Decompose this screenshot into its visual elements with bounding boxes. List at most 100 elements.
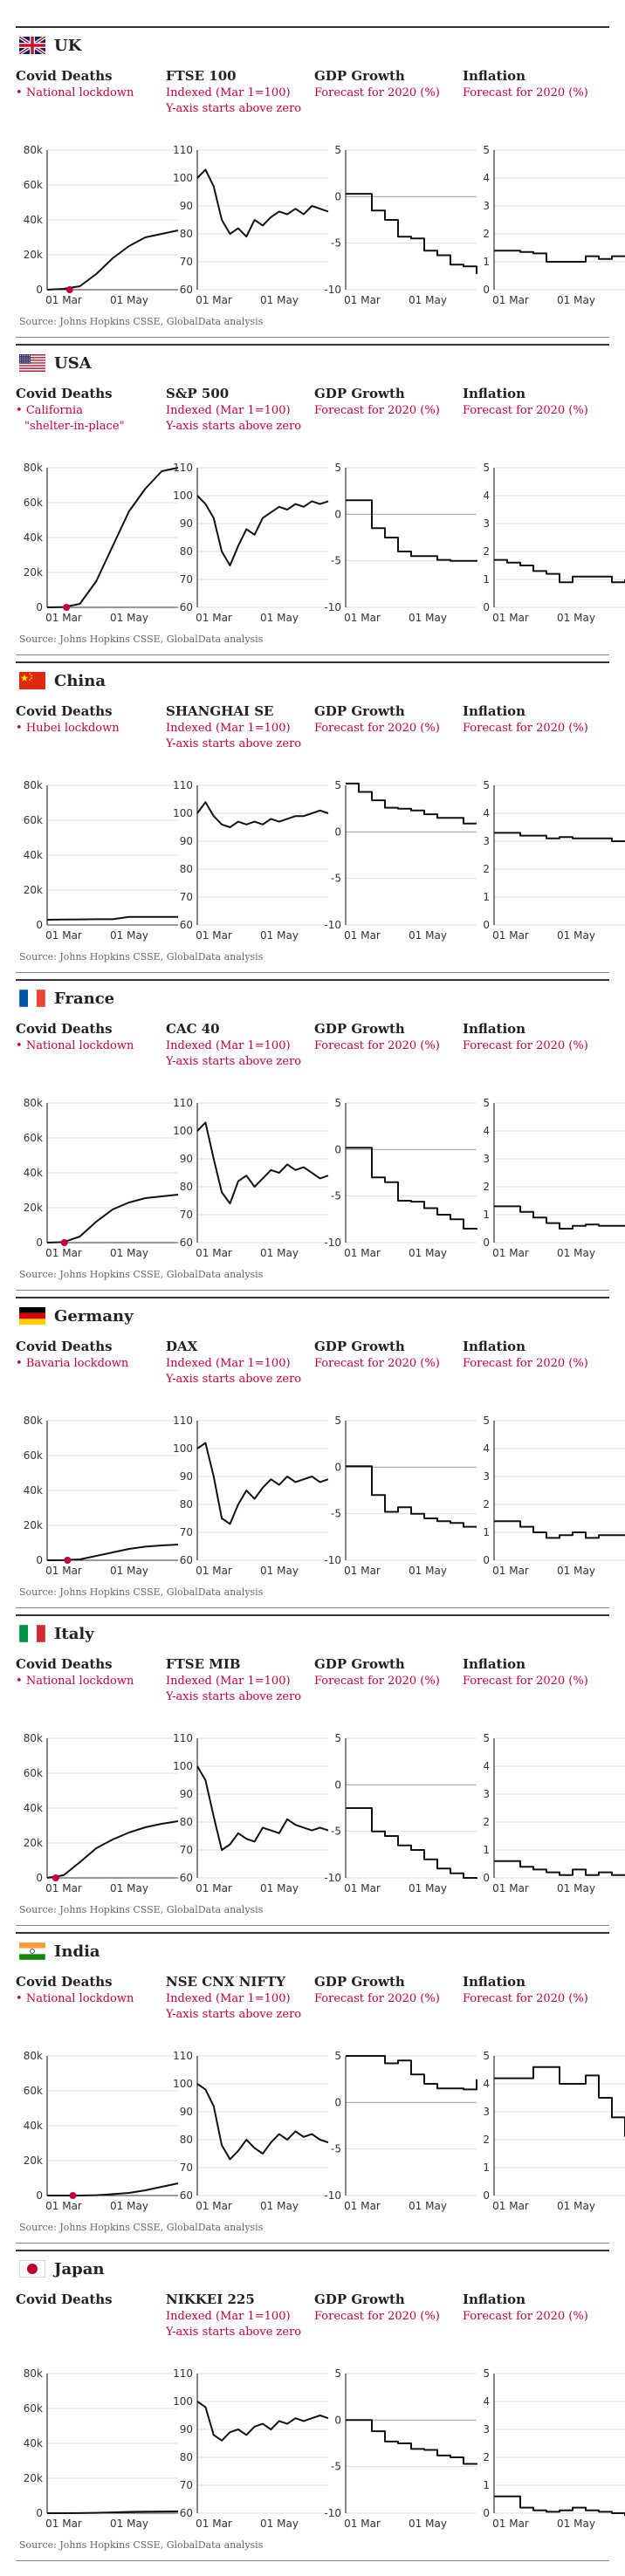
panel-subtitle: Indexed (Mar 1=100) Y-axis starts above z… bbox=[166, 1991, 301, 2023]
chart-svg: 60 70 80 90 100 110 01 Mar 01 May bbox=[173, 779, 329, 942]
x-tick-label: 01 Mar bbox=[492, 294, 529, 306]
y-tick-label: 0 bbox=[36, 2189, 43, 2202]
x-tick-label: 01 Mar bbox=[492, 1882, 529, 1894]
bullet-icon: • bbox=[16, 86, 26, 99]
y-tick-label: 60k bbox=[24, 497, 43, 509]
source-note: Source: Johns Hopkins CSSE, GlobalData a… bbox=[19, 2222, 264, 2233]
panel-subtitle: Forecast for 2020 (%) bbox=[314, 1038, 440, 1054]
y-tick-label: 60 bbox=[180, 2507, 193, 2519]
series-line bbox=[196, 2083, 329, 2161]
y-tick-label: 5 bbox=[334, 1097, 341, 1109]
panel-subtitle: Indexed (Mar 1=100) Y-axis starts above z… bbox=[166, 721, 301, 752]
y-tick-label: 80 bbox=[180, 228, 193, 240]
y-tick-label: 0 bbox=[334, 1461, 341, 1473]
y-tick-label: 100 bbox=[173, 1125, 193, 1137]
y-tick-label: 90 bbox=[180, 517, 193, 530]
x-tick-label: 01 Mar bbox=[344, 294, 381, 306]
x-tick-label: 01 Mar bbox=[344, 612, 381, 624]
panel-title: Inflation bbox=[463, 1974, 526, 1990]
subtitle-line: Forecast for 2020 (%) bbox=[314, 2310, 440, 2323]
y-tick-label: 5 bbox=[334, 144, 341, 156]
panel-title: Covid Deaths bbox=[16, 2292, 113, 2307]
lockdown-marker bbox=[69, 2192, 77, 2199]
country-name: Japan bbox=[54, 2259, 105, 2278]
series-line bbox=[46, 1820, 179, 1879]
country-header: India bbox=[19, 1942, 100, 1961]
uk-flag-icon bbox=[19, 37, 45, 54]
y-tick-label: 80k bbox=[24, 1097, 43, 1109]
x-tick-label: 01 May bbox=[260, 2518, 299, 2530]
y-tick-label: 0 bbox=[334, 1778, 341, 1791]
annotation-text: California bbox=[25, 404, 83, 417]
subtitle-line: Forecast for 2020 (%) bbox=[314, 1992, 440, 2005]
series-line bbox=[46, 230, 179, 291]
y-tick-label: 90 bbox=[180, 200, 193, 212]
country-name: UK bbox=[54, 36, 82, 55]
section-end-rule bbox=[16, 1290, 609, 1291]
series-line bbox=[494, 1520, 625, 1539]
subtitle-line: Forecast for 2020 (%) bbox=[463, 1992, 588, 2005]
y-tick-label: 80 bbox=[180, 2451, 193, 2463]
country-section: USA 0 20k 40k 60k 80k 01 Mar 01 May Covid Deaths… bbox=[16, 344, 625, 661]
y-tick-label: -10 bbox=[324, 2507, 341, 2519]
panel-title: Covid Deaths bbox=[16, 1021, 113, 1037]
country-header: USA bbox=[19, 353, 92, 373]
x-tick-label: 01 Mar bbox=[344, 1882, 381, 1894]
y-tick-label: 2 bbox=[483, 863, 490, 875]
y-tick-label: 60k bbox=[24, 814, 43, 826]
y-tick-label: 5 bbox=[483, 2367, 490, 2380]
lockdown-annotation: • National lockdown bbox=[16, 1674, 134, 1689]
subtitle-line: Forecast for 2020 (%) bbox=[314, 404, 440, 417]
chart-panel: 0 1 2 3 4 5 01 Mar 01 May Inflation Forecast for … bbox=[463, 1339, 625, 1577]
section-rule bbox=[16, 1932, 609, 1934]
country-section: India 0 20k 40k 60k 80k 01 Mar 01 May Covid Deat… bbox=[16, 1932, 625, 2250]
y-tick-label: 100 bbox=[173, 2395, 193, 2408]
chart-svg: 0 20k 40k 60k 80k 01 Mar 01 May bbox=[24, 2367, 179, 2530]
annotation-text: National lockdown bbox=[25, 1039, 134, 1052]
y-tick-label: 5 bbox=[334, 779, 341, 791]
series-line bbox=[494, 2066, 625, 2137]
panel-subtitle: Forecast for 2020 (%) bbox=[314, 403, 440, 419]
y-tick-label: 0 bbox=[36, 919, 43, 931]
y-tick-label: 5 bbox=[483, 2050, 490, 2062]
chart-panel: -10 -5 0 5 01 Mar 01 May GDP Growth Forecast fo… bbox=[314, 1339, 477, 1577]
panel-subtitle: Forecast for 2020 (%) bbox=[314, 86, 440, 101]
y-tick-label: 60 bbox=[180, 919, 193, 931]
panel-title: NSE CNX NIFTY bbox=[166, 1974, 285, 1990]
x-tick-label: 01 Mar bbox=[492, 2200, 529, 2212]
x-tick-label: 01 May bbox=[110, 2200, 148, 2212]
x-tick-label: 01 Mar bbox=[196, 2200, 232, 2212]
y-tick-label: 2 bbox=[483, 545, 490, 558]
panel-subtitle: Forecast for 2020 (%) bbox=[463, 1038, 588, 1054]
subtitle-line: Forecast for 2020 (%) bbox=[314, 1039, 440, 1052]
chart-panel: 0 1 2 3 4 5 01 Mar 01 May Inflation Forecast for … bbox=[463, 1974, 625, 2212]
subtitle-line: Forecast for 2020 (%) bbox=[463, 86, 588, 99]
lockdown-marker bbox=[65, 286, 73, 293]
y-tick-label: -10 bbox=[324, 919, 341, 931]
y-tick-label: 90 bbox=[180, 835, 193, 847]
chart-svg: 60 70 80 90 100 110 01 Mar 01 May bbox=[173, 144, 329, 306]
y-tick-label: 70 bbox=[180, 256, 193, 268]
panel-title: CAC 40 bbox=[166, 1021, 220, 1037]
germany-flag-icon bbox=[19, 1307, 45, 1325]
chart-svg: 0 1 2 3 4 5 01 Mar 01 May bbox=[483, 1732, 625, 1894]
x-tick-label: 01 Mar bbox=[492, 929, 529, 942]
y-tick-label: 70 bbox=[180, 573, 193, 586]
x-tick-label: 01 May bbox=[409, 1247, 447, 1259]
subtitle-line: Indexed (Mar 1=100) bbox=[166, 1039, 291, 1052]
annotation-text: Bavaria lockdown bbox=[25, 1357, 129, 1370]
subtitle-line: Forecast for 2020 (%) bbox=[463, 2310, 588, 2323]
lockdown-annotation: • National lockdown bbox=[16, 1991, 134, 2007]
series-line bbox=[346, 499, 477, 562]
y-tick-label: 0 bbox=[483, 1554, 490, 1566]
y-tick-label: 90 bbox=[180, 1470, 193, 1483]
y-tick-label: 0 bbox=[483, 601, 490, 613]
chart-svg: -10 -5 0 5 01 Mar 01 May bbox=[324, 1732, 477, 1894]
x-tick-label: 01 May bbox=[557, 929, 595, 942]
country-name: USA bbox=[54, 353, 92, 373]
series-line bbox=[494, 1860, 625, 1876]
x-tick-label: 01 Mar bbox=[492, 612, 529, 624]
subtitle-line: Y-axis starts above zero bbox=[166, 102, 302, 115]
chart-svg: 0 1 2 3 4 5 01 Mar 01 May bbox=[483, 2367, 625, 2530]
series-line bbox=[196, 168, 329, 238]
